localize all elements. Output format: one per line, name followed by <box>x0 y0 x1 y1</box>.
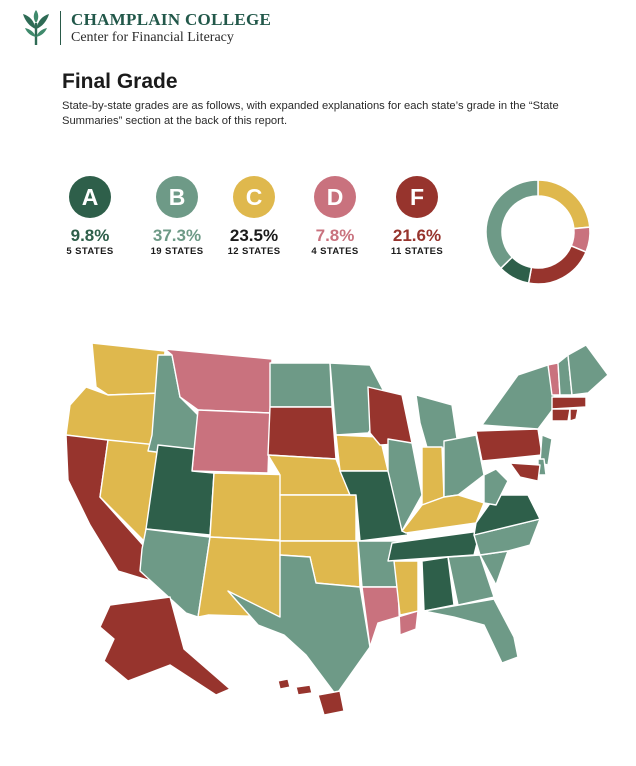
state-ky <box>401 494 485 534</box>
grade-d-state-count: 4 STATES <box>311 246 359 257</box>
grade-b-state-count: 19 STATES <box>150 246 204 257</box>
state-in <box>421 446 445 506</box>
header-divider <box>60 11 61 45</box>
state-fl <box>423 598 519 664</box>
page-title: Final Grade <box>62 70 178 93</box>
grade-d-percent: 7.8% <box>315 226 355 245</box>
state-nd <box>269 362 333 408</box>
state-pa <box>475 428 543 462</box>
state-wi <box>367 386 413 446</box>
state-wy <box>191 409 271 474</box>
grade-d: D 7.8% 4 STATES <box>295 176 375 258</box>
state-ny <box>481 364 557 430</box>
state-mi <box>415 394 459 452</box>
grade-c-badge: C <box>233 176 275 218</box>
state-ct <box>551 408 571 422</box>
state-hi <box>277 678 345 716</box>
grade-c: C 23.5% 12 STATES <box>214 176 294 258</box>
state-md <box>509 462 541 482</box>
grade-f-percent: 21.6% <box>392 226 442 245</box>
donut-slice-b <box>485 179 539 270</box>
grade-a-state-count: 5 STATES <box>66 246 114 257</box>
grade-b: B 37.3% 19 STATES <box>137 176 217 258</box>
brand: CHAMPLAIN COLLEGE Center for Financial L… <box>71 10 271 46</box>
state-al <box>421 556 455 612</box>
state-ak <box>99 596 231 696</box>
grade-b-percent: 37.3% <box>152 226 202 245</box>
state-wa <box>91 342 166 396</box>
brand-subtitle: Center for Financial Literacy <box>71 30 234 45</box>
state-ma <box>551 396 587 410</box>
grade-a-badge: A <box>69 176 111 218</box>
grade-a-percent: 9.8% <box>70 226 110 245</box>
grade-f-badge: F <box>396 176 438 218</box>
grade-b-badge: B <box>156 176 198 218</box>
grade-donut-chart <box>485 179 591 285</box>
state-nj <box>539 434 553 466</box>
brand-name: CHAMPLAIN COLLEGE <box>71 10 272 29</box>
state-nm <box>197 536 285 618</box>
state-ga <box>447 554 495 606</box>
grade-c-percent: 23.5% <box>229 226 279 245</box>
donut-slice-f <box>527 244 587 285</box>
state-wv <box>483 468 509 506</box>
state-ks <box>279 494 357 542</box>
state-sd <box>267 406 337 460</box>
grade-f-state-count: 11 STATES <box>390 246 444 257</box>
donut-slice-c <box>537 179 591 230</box>
state-ms <box>393 560 419 616</box>
grade-d-badge: D <box>314 176 356 218</box>
grade-c-state-count: 12 STATES <box>227 246 281 257</box>
leaf-logo-icon <box>23 10 49 45</box>
state-oh <box>443 434 485 498</box>
state-me <box>567 344 609 396</box>
grade-f: F 21.6% 11 STATES <box>377 176 457 258</box>
grade-legend: A 9.8% 5 STATES B 37.3% 19 STATES C 23.5% 12 STA… <box>66 176 480 276</box>
state-tx <box>227 554 371 696</box>
state-ne <box>267 454 351 496</box>
intro-text: State-by-state grades are as follows, wi… <box>62 100 559 127</box>
grade-a: A 9.8% 5 STATES <box>50 176 130 258</box>
state-ri <box>569 408 579 422</box>
us-grade-map <box>65 342 609 716</box>
header: CHAMPLAIN COLLEGE Center for Financial L… <box>20 8 271 48</box>
state-il <box>387 438 423 532</box>
